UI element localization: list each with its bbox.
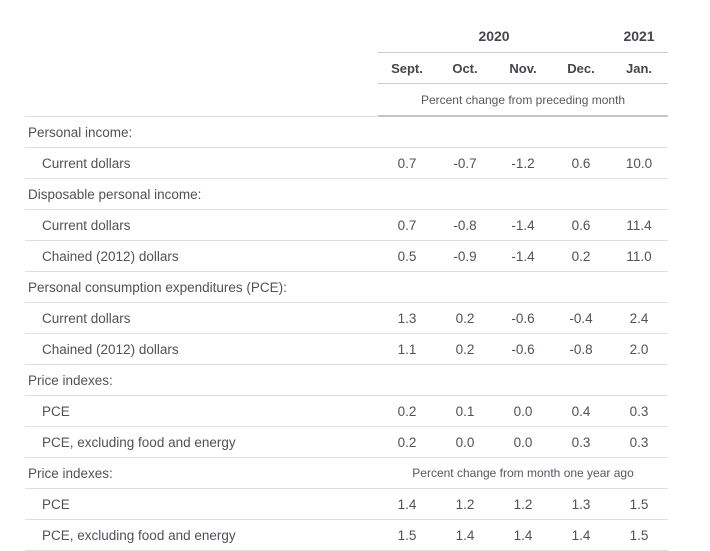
personal-income-table: 2020 2021 Sept. Oct. Nov. Dec. Jan. Perc…: [25, 0, 669, 551]
value-cell: -1.4: [494, 210, 552, 241]
data-row: Current dollars 0.7 -0.8 -1.4 0.6 11.4: [25, 210, 669, 241]
section-label: Personal consumption expenditures (PCE):: [25, 272, 669, 303]
value-cell: 0.6: [552, 210, 611, 241]
value-cell: 1.4: [378, 489, 436, 520]
month-header-oct: Oct.: [436, 53, 494, 84]
value-cell: 0.0: [436, 427, 494, 458]
row-label: Chained (2012) dollars: [25, 241, 378, 272]
year-header-row: 2020 2021: [25, 0, 669, 53]
value-cell: 0.2: [552, 241, 611, 272]
value-cell: 0.2: [436, 334, 494, 365]
row-label: Current dollars: [25, 210, 378, 241]
value-cell: -1.2: [494, 148, 552, 179]
value-cell: 2.4: [610, 303, 669, 334]
unit-note-preceding-month: Percent change from preceding month: [378, 84, 669, 117]
data-row: Current dollars 0.7 -0.7 -1.2 0.6 10.0: [25, 148, 669, 179]
value-cell: 0.6: [552, 148, 611, 179]
row-label: PCE: [25, 489, 378, 520]
value-cell: 1.3: [552, 489, 611, 520]
value-cell: 0.2: [436, 303, 494, 334]
value-cell: 1.5: [610, 489, 669, 520]
value-cell: -0.8: [436, 210, 494, 241]
section-label: Personal income:: [25, 117, 669, 148]
value-cell: 1.4: [552, 520, 611, 551]
value-cell: 11.4: [610, 210, 669, 241]
value-cell: 1.1: [378, 334, 436, 365]
month-header-dec: Dec.: [552, 53, 611, 84]
value-cell: 1.2: [436, 489, 494, 520]
section-row-with-note: Price indexes: Percent change from month…: [25, 458, 669, 489]
value-cell: 0.1: [436, 396, 494, 427]
value-cell: 1.4: [494, 520, 552, 551]
row-label: PCE, excluding food and energy: [25, 427, 378, 458]
section-label: Price indexes:: [25, 458, 378, 489]
value-cell: 1.3: [378, 303, 436, 334]
table-header: 2020 2021 Sept. Oct. Nov. Dec. Jan. Perc…: [25, 0, 669, 117]
value-cell: 0.0: [494, 396, 552, 427]
value-cell: 0.0: [494, 427, 552, 458]
value-cell: 0.2: [378, 396, 436, 427]
row-label: PCE, excluding food and energy: [25, 520, 378, 551]
data-row: Chained (2012) dollars 1.1 0.2 -0.6 -0.8…: [25, 334, 669, 365]
value-cell: -0.6: [494, 303, 552, 334]
value-cell: 0.3: [610, 427, 669, 458]
unit-note-row: Percent change from preceding month: [25, 84, 669, 117]
unit-note-year-ago: Percent change from month one year ago: [378, 458, 669, 489]
value-cell: 0.3: [610, 396, 669, 427]
value-cell: -0.7: [436, 148, 494, 179]
month-header-nov: Nov.: [494, 53, 552, 84]
month-header-sept: Sept.: [378, 53, 436, 84]
table-body: Personal income: Current dollars 0.7 -0.…: [25, 117, 669, 551]
value-cell: 2.0: [610, 334, 669, 365]
month-header-jan: Jan.: [610, 53, 669, 84]
value-cell: 1.5: [378, 520, 436, 551]
row-label: PCE: [25, 396, 378, 427]
month-header-row: Sept. Oct. Nov. Dec. Jan.: [25, 53, 669, 84]
section-row: Personal income:: [25, 117, 669, 148]
header-spacer: [25, 84, 378, 117]
data-row: PCE 1.4 1.2 1.2 1.3 1.5: [25, 489, 669, 520]
value-cell: -0.8: [552, 334, 611, 365]
year-2020-header: 2020: [378, 0, 611, 53]
value-cell: 0.7: [378, 148, 436, 179]
section-row: Price indexes:: [25, 365, 669, 396]
value-cell: 10.0: [610, 148, 669, 179]
value-cell: 0.2: [378, 427, 436, 458]
value-cell: 0.7: [378, 210, 436, 241]
value-cell: 1.2: [494, 489, 552, 520]
data-row: PCE, excluding food and energy 0.2 0.0 0…: [25, 427, 669, 458]
value-cell: 0.5: [378, 241, 436, 272]
row-label: Current dollars: [25, 148, 378, 179]
data-row: Current dollars 1.3 0.2 -0.6 -0.4 2.4: [25, 303, 669, 334]
data-row: PCE, excluding food and energy 1.5 1.4 1…: [25, 520, 669, 551]
value-cell: 0.4: [552, 396, 611, 427]
section-row: Disposable personal income:: [25, 179, 669, 210]
year-2021-header: 2021: [610, 0, 669, 53]
value-cell: 1.4: [436, 520, 494, 551]
section-row: Personal consumption expenditures (PCE):: [25, 272, 669, 303]
header-spacer: [25, 0, 378, 53]
value-cell: 1.5: [610, 520, 669, 551]
value-cell: -0.6: [494, 334, 552, 365]
row-label: Chained (2012) dollars: [25, 334, 378, 365]
value-cell: 11.0: [610, 241, 669, 272]
value-cell: -1.4: [494, 241, 552, 272]
row-label: Current dollars: [25, 303, 378, 334]
value-cell: 0.3: [552, 427, 611, 458]
data-row: Chained (2012) dollars 0.5 -0.9 -1.4 0.2…: [25, 241, 669, 272]
section-label: Disposable personal income:: [25, 179, 669, 210]
section-label: Price indexes:: [25, 365, 669, 396]
value-cell: -0.9: [436, 241, 494, 272]
value-cell: -0.4: [552, 303, 611, 334]
header-spacer: [25, 53, 378, 84]
data-row: PCE 0.2 0.1 0.0 0.4 0.3: [25, 396, 669, 427]
